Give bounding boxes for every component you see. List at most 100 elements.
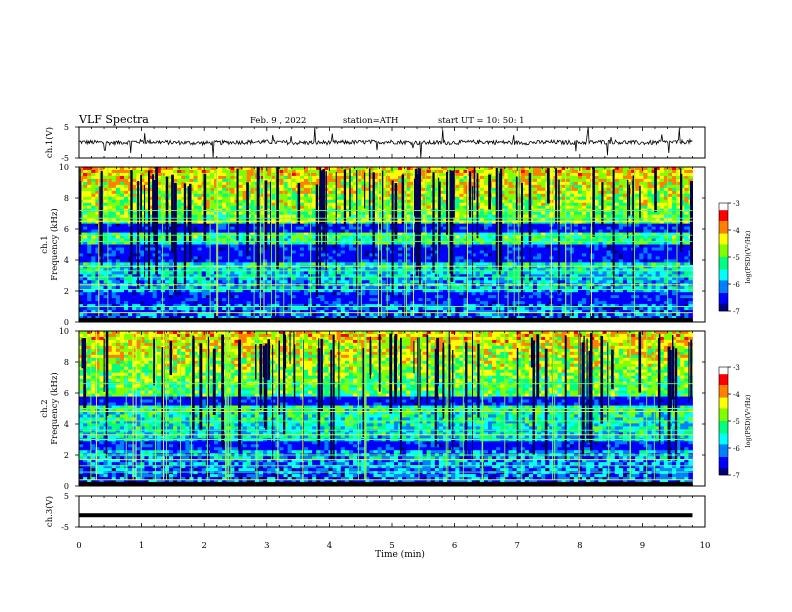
ch1-spectrogram-cell (91, 242, 95, 245)
ch1-spectrogram-cell (361, 230, 365, 233)
ch1-spectrogram-cell (279, 227, 283, 230)
ch1-spectrogram-cell (169, 170, 173, 173)
ch1-spectrogram-cell (586, 173, 590, 176)
ch1-spectrogram-cell (582, 253, 586, 256)
ch1-spectrogram-cell (533, 212, 537, 215)
ch1-spectrogram-cell (304, 176, 308, 179)
ch1-spectrogram-cell (337, 197, 341, 200)
ch1-spectrogram-cell (337, 212, 341, 215)
ch1-spectrogram-cell (177, 203, 181, 206)
ch1-spectrogram-cell (558, 206, 562, 209)
ch1-spectrogram-cell (239, 259, 243, 262)
ch1-spectrogram-cell (553, 236, 557, 239)
ch1-spectrogram-cell (656, 236, 660, 239)
ch1-spectrogram-cell (304, 250, 308, 253)
ch1-spectrogram-cell (386, 224, 390, 227)
ch1-spectrogram-cell (476, 247, 480, 250)
ch1-spectrogram-cell (165, 245, 169, 248)
ch1-spectrogram-cell (623, 215, 627, 218)
ch1-spectrogram-cell (296, 245, 300, 248)
ch1-spectrogram-cell (410, 259, 414, 262)
ch1-spectrogram-cell (684, 224, 688, 227)
ch1-spectrogram-cell (337, 179, 341, 182)
ch1-spectrogram-cell (468, 236, 472, 239)
ch1-spectrogram-cell (647, 215, 651, 218)
ch1-spectrogram-cell (230, 224, 234, 227)
ch1-spectrogram-cell (365, 236, 369, 239)
ch1-spectrogram-cell (607, 185, 611, 188)
ch1-spectrogram-cell (668, 253, 672, 256)
ch1-spectrogram-cell (508, 256, 512, 259)
ch1-spectrogram-cell (279, 253, 283, 256)
ch1-spectrogram-cell (402, 236, 406, 239)
ch1-spectrogram-cell (455, 247, 459, 250)
ch1-spectrogram-cell (455, 200, 459, 203)
ch1-spectrogram-cell (537, 206, 541, 209)
ch1-spectrogram-cell (639, 236, 643, 239)
ch1-spectrogram-cell (259, 227, 263, 230)
ch1-spectrogram-cell (341, 236, 345, 239)
ch1-spectrogram-cell (259, 191, 263, 194)
ch1-spectrogram-cell (386, 236, 390, 239)
ch1-spectrogram-cell (439, 247, 443, 250)
ch1-spectrogram-cell (672, 173, 676, 176)
ch1-spectrogram-cell (439, 173, 443, 176)
ch1-spectrogram-cell (537, 185, 541, 188)
ch1-spectrogram-cell (594, 256, 598, 259)
ch1-spectrogram-cell (480, 227, 484, 230)
ch1-spectrogram-cell (83, 212, 87, 215)
ch1-spectrogram-cell (627, 256, 631, 259)
ch1-spectrogram-cell (361, 250, 365, 253)
ch1-spectrogram-cell (615, 206, 619, 209)
ch1-spectrogram-cell (574, 250, 578, 253)
ch1-spectrogram-cell (83, 176, 87, 179)
ch1-spectrogram-cell (660, 176, 664, 179)
ch1-spectrogram-cell (652, 215, 656, 218)
ch1-spectrogram-cell (251, 170, 255, 173)
ch1-spectrogram-cell (443, 259, 447, 262)
ch1-spectrogram-cell (643, 250, 647, 253)
ch1-spectrogram-cell (279, 176, 283, 179)
ch1-spectrogram-cell (508, 259, 512, 262)
ch1-spectrogram-cell (83, 197, 87, 200)
ch1-spectrogram-cell (410, 227, 414, 230)
ch1-spectrogram-cell (582, 188, 586, 191)
ch1-spectrogram-cell (292, 179, 296, 182)
ch1-spectrogram-cell (328, 227, 332, 230)
ch1-spectrogram-cell (459, 194, 463, 197)
ch1-spectrogram-cell (185, 173, 189, 176)
ch1-spectrogram-cell (623, 224, 627, 227)
ch1-spectrogram-cell (455, 253, 459, 256)
ch1-spectrogram-cell (615, 203, 619, 206)
ch1-spectrogram-cell (545, 253, 549, 256)
ch1-spectrogram-cell (484, 227, 488, 230)
ch1-spectrogram-cell (647, 200, 651, 203)
ch1-spectrogram-cell (578, 236, 582, 239)
ch1-spectrogram-cell (304, 227, 308, 230)
ch1-spectrogram-cell (635, 256, 639, 259)
ch1-spectrogram-cell (574, 173, 578, 176)
ch1-spectrogram-cell (484, 173, 488, 176)
ch1-spectrogram-cell (169, 262, 173, 265)
ch1-spectrogram-cell (652, 250, 656, 253)
ch1-spectrogram-cell (206, 206, 210, 209)
ch1-spectrogram-cell (533, 167, 537, 170)
ch1-spectrogram-cell (116, 197, 120, 200)
ch1-spectrogram-cell (386, 227, 390, 230)
ch1-spectrogram-cell (537, 224, 541, 227)
ch1-spectrogram-cell (607, 250, 611, 253)
ch1-spectrogram-cell (304, 191, 308, 194)
ch1-spectrogram-cell (349, 236, 353, 239)
ch1-spectrogram-cell (582, 170, 586, 173)
ch1-spectrogram-cell (455, 185, 459, 188)
ch1-spectrogram-cell (234, 242, 238, 245)
ch1-spectrogram-cell (435, 173, 439, 176)
ch1-spectrogram-cell (566, 212, 570, 215)
ch1-spectrogram-cell (349, 245, 353, 248)
ch1-spectrogram-cell (239, 173, 243, 176)
ch1-spectrogram-cell (488, 253, 492, 256)
ch1-spectrogram-cell (210, 256, 214, 259)
ch1-spectrogram-cell (558, 236, 562, 239)
ch1-spectrogram-cell (177, 170, 181, 173)
ch1-spectrogram-cell (181, 167, 185, 170)
